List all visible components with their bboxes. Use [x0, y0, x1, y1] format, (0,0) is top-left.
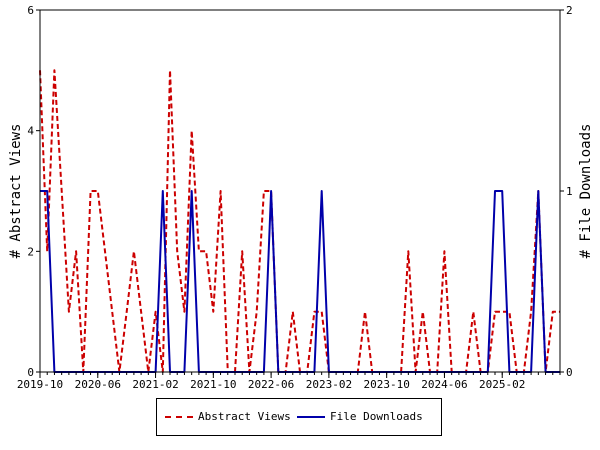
x-tick-label: 2021-02 [132, 378, 178, 391]
x-tick-label: 2020-06 [75, 378, 121, 391]
y-left-tick-label: 6 [27, 4, 34, 17]
y-left-tick-label: 4 [27, 125, 34, 138]
plot-frame [39, 9, 561, 373]
x-tick-label: 2022-06 [248, 378, 294, 391]
y-left-tick-label: 2 [27, 245, 34, 258]
x-tick-label: 2019-10 [17, 378, 63, 391]
y-left-axis-title: # Abstract Views [8, 124, 24, 259]
x-tick-label: 2025-02 [479, 378, 525, 391]
y-left-tick-label: 0 [27, 366, 34, 379]
y-right-tick-label: 0 [566, 366, 573, 379]
legend-label-abstract-views: Abstract Views [198, 410, 291, 423]
legend-label-file-downloads: File Downloads [330, 410, 423, 423]
legend: Abstract Views File Downloads [156, 398, 442, 436]
series-line-abstract-views [39, 69, 560, 373]
legend-swatch-abstract-views [165, 416, 193, 418]
y-right-tick-label: 1 [566, 185, 573, 198]
x-tick-label: 2021-10 [190, 378, 236, 391]
legend-swatch-file-downloads [297, 416, 325, 418]
y-right-tick-label: 2 [566, 4, 573, 17]
series-line-file-downloads [40, 190, 560, 373]
x-tick-label: 2024-06 [421, 378, 467, 391]
x-tick-label: 2023-10 [363, 378, 409, 391]
y-right-axis-title: # File Downloads [578, 124, 594, 259]
x-tick-label: 2023-02 [306, 378, 352, 391]
